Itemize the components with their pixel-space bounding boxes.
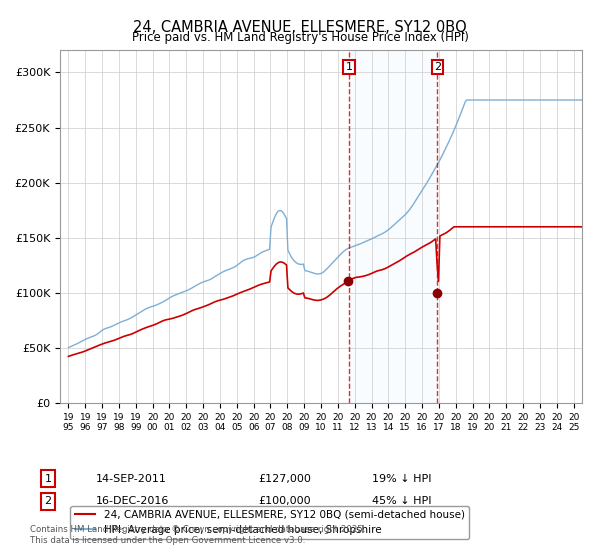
Text: 45% ↓ HPI: 45% ↓ HPI [372,496,431,506]
Bar [349,50,437,403]
Text: 16-DEC-2016: 16-DEC-2016 [96,496,169,506]
Text: £100,000: £100,000 [258,496,311,506]
Text: Contains HM Land Registry data © Crown copyright and database right 2025.
This d: Contains HM Land Registry data © Crown c… [30,525,365,545]
Text: 24, CAMBRIA AVENUE, ELLESMERE, SY12 0BQ: 24, CAMBRIA AVENUE, ELLESMERE, SY12 0BQ [133,20,467,35]
Text: 1: 1 [44,474,52,484]
Text: 2: 2 [434,62,441,72]
Text: 2: 2 [44,496,52,506]
Text: 1: 1 [346,62,353,72]
Text: £127,000: £127,000 [258,474,311,484]
Text: Price paid vs. HM Land Registry's House Price Index (HPI): Price paid vs. HM Land Registry's House … [131,31,469,44]
Text: 19% ↓ HPI: 19% ↓ HPI [372,474,431,484]
Legend: 24, CAMBRIA AVENUE, ELLESMERE, SY12 0BQ (semi-detached house), HPI: Average pric: 24, CAMBRIA AVENUE, ELLESMERE, SY12 0BQ … [70,506,469,539]
Text: 14-SEP-2011: 14-SEP-2011 [96,474,167,484]
